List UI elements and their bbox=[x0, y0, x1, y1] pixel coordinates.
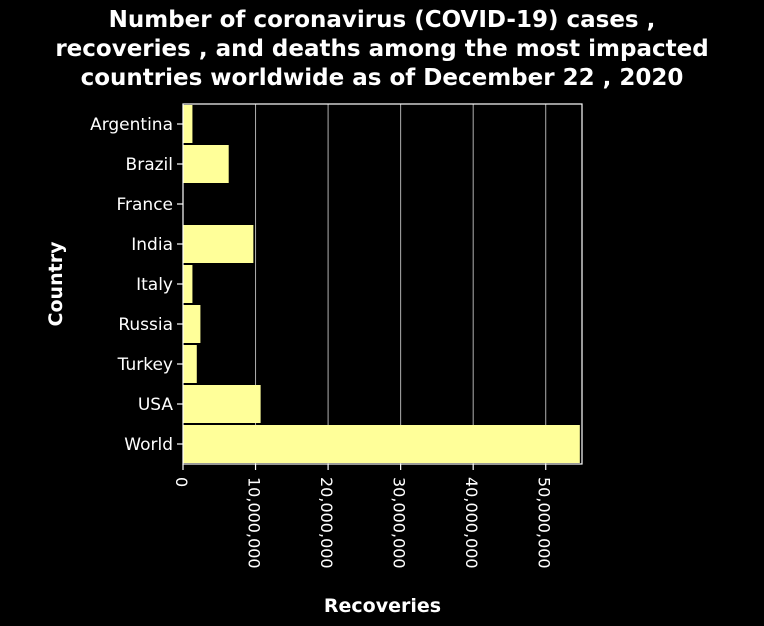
y-tick-label: USA bbox=[138, 395, 174, 415]
y-tick-label: India bbox=[131, 235, 173, 255]
bar-argentina bbox=[183, 105, 193, 143]
bar-italy bbox=[183, 265, 193, 303]
x-tick-label: 50,000,000 bbox=[535, 477, 554, 569]
x-tick-label: 20,000,000 bbox=[317, 477, 336, 569]
x-tick-label: 0 bbox=[172, 477, 191, 487]
y-tick-label: Italy bbox=[136, 275, 173, 295]
y-tick-label: World bbox=[124, 435, 173, 455]
y-tick-label: Brazil bbox=[126, 155, 173, 175]
y-axis-label: Country bbox=[45, 241, 67, 327]
bar-russia bbox=[183, 305, 201, 343]
y-tick-label: Russia bbox=[118, 315, 173, 335]
x-tick-label: 10,000,000 bbox=[245, 477, 264, 569]
chart-title-line-3: countries worldwide as of December 22 , … bbox=[80, 65, 684, 91]
x-tick-label: 30,000,000 bbox=[390, 477, 409, 569]
y-tick-label: France bbox=[116, 195, 173, 215]
bar-turkey bbox=[183, 345, 197, 383]
bar-usa bbox=[183, 385, 261, 423]
y-tick-label: Argentina bbox=[90, 115, 173, 135]
bar-india bbox=[183, 225, 254, 263]
bars bbox=[183, 105, 580, 463]
x-axis-ticks: 0 10,000,000 20,000,000 30,000,000 40,000,00… bbox=[172, 464, 554, 569]
bar-brazil bbox=[183, 145, 229, 183]
chart-title: Number of coronavirus (COVID-19) cases ,… bbox=[0, 6, 764, 93]
x-tick-label: 40,000,000 bbox=[462, 477, 481, 569]
y-tick-label: Turkey bbox=[117, 355, 173, 375]
y-axis-ticks: Argentina Brazil France India Italy Russia Tur… bbox=[90, 115, 183, 455]
chart-title-line-2: recoveries , and deaths among the most i… bbox=[55, 36, 709, 62]
x-axis-label: Recoveries bbox=[324, 595, 441, 617]
chart-title-line-1: Number of coronavirus (COVID-19) cases , bbox=[108, 7, 656, 33]
bar-world bbox=[183, 425, 580, 463]
grid-lines bbox=[255, 104, 547, 464]
